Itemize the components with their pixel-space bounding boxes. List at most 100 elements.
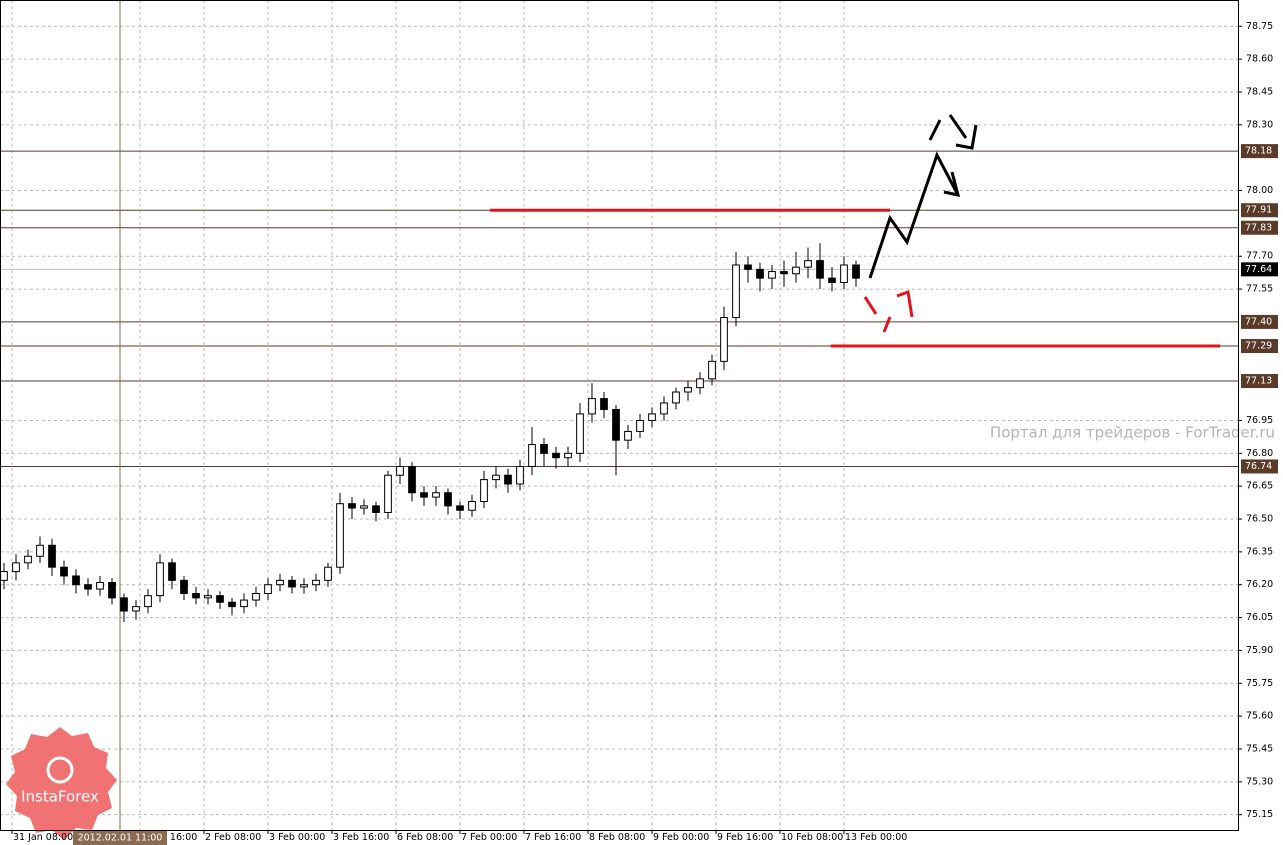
candle-body bbox=[180, 579, 188, 594]
x-tick-label: 7 Feb 00:00 bbox=[461, 832, 517, 843]
candle-body bbox=[660, 402, 668, 415]
candle-body bbox=[408, 465, 416, 494]
logo: InstaForex bbox=[6, 727, 117, 840]
candle-body bbox=[252, 592, 260, 601]
candle-body bbox=[204, 595, 212, 599]
y-tick-label: 78.75 bbox=[1246, 21, 1273, 32]
x-tick-label: 13 Feb 00:00 bbox=[845, 832, 907, 843]
candle-body bbox=[156, 562, 164, 597]
level-label: 77.13 bbox=[1245, 376, 1272, 387]
plot-frame bbox=[0, 0, 1239, 831]
candle-body bbox=[0, 571, 8, 581]
candle-body bbox=[792, 266, 800, 275]
candle-body bbox=[564, 452, 572, 459]
candle-body bbox=[552, 452, 560, 459]
forecast-path bbox=[868, 151, 960, 279]
logo-text: InstaForex bbox=[21, 788, 99, 806]
candle-body bbox=[72, 575, 80, 586]
y-tick-label: 76.50 bbox=[1246, 514, 1273, 525]
arrow-head bbox=[943, 171, 961, 197]
candle-body bbox=[828, 277, 836, 284]
y-tick-label: 77.55 bbox=[1246, 284, 1273, 295]
candle-body bbox=[276, 579, 284, 586]
x-tick-label: 2 Feb 08:00 bbox=[205, 832, 261, 843]
candle-body bbox=[468, 501, 476, 511]
y-tick-label: 78.00 bbox=[1246, 185, 1273, 196]
candle-body bbox=[96, 582, 104, 590]
candle-body bbox=[24, 555, 32, 564]
candle-body bbox=[816, 260, 824, 279]
y-tick-label: 76.95 bbox=[1246, 415, 1273, 426]
y-tick-label: 76.35 bbox=[1246, 546, 1273, 557]
candle-body bbox=[624, 430, 632, 441]
candle-body bbox=[456, 505, 464, 511]
candle-body bbox=[516, 465, 524, 485]
plot-layer bbox=[0, 0, 1238, 830]
level-label: 78.18 bbox=[1245, 146, 1272, 157]
candle-body bbox=[60, 566, 68, 577]
last-price-label: 77.64 bbox=[1245, 264, 1272, 275]
level-label-box bbox=[1241, 144, 1278, 159]
candle-body bbox=[420, 492, 428, 498]
x-tick-label: 6 Feb 08:00 bbox=[397, 832, 453, 843]
x-tick-label: 3 Feb 16:00 bbox=[333, 832, 389, 843]
candle-body bbox=[288, 579, 296, 588]
candle-body bbox=[312, 579, 320, 586]
x-tick-label: 1 Feb 16:00 bbox=[141, 832, 197, 843]
level-label: 77.29 bbox=[1245, 341, 1272, 352]
x-tick-label: 7 Feb 16:00 bbox=[525, 832, 581, 843]
candle-body bbox=[384, 474, 392, 513]
y-tick-label: 77.70 bbox=[1246, 251, 1273, 262]
candle-body bbox=[732, 264, 740, 319]
candle-body bbox=[84, 584, 92, 590]
candle-body bbox=[840, 264, 848, 284]
level-label-box bbox=[1241, 459, 1278, 474]
watermark: Портал для трейдеров - ForTrader.ru bbox=[990, 424, 1275, 442]
candle-body bbox=[648, 413, 656, 421]
last-price-box bbox=[1241, 262, 1278, 277]
candle-body bbox=[696, 378, 704, 389]
candle-body bbox=[12, 562, 20, 573]
level-label: 76.74 bbox=[1245, 461, 1272, 472]
candle-body bbox=[264, 584, 272, 594]
candle-body bbox=[588, 398, 596, 415]
level-label-box bbox=[1241, 374, 1278, 389]
candle-body bbox=[768, 271, 776, 279]
x-tick-label: 9 Feb 00:00 bbox=[653, 832, 709, 843]
candle-body bbox=[852, 264, 860, 279]
candle-body bbox=[192, 592, 200, 599]
candle-body bbox=[432, 492, 440, 498]
logo-badge bbox=[6, 727, 117, 840]
candle-body bbox=[336, 503, 344, 568]
level-label: 77.91 bbox=[1245, 205, 1272, 216]
x-tick-label: 3 Feb 00:00 bbox=[269, 832, 325, 843]
x-tick-label: 8 Feb 08:00 bbox=[589, 832, 645, 843]
candle-body bbox=[324, 566, 332, 581]
candle-body bbox=[36, 544, 44, 557]
crosshair-label-box bbox=[73, 831, 167, 845]
candle-body bbox=[612, 409, 620, 441]
y-tick-label: 75.75 bbox=[1246, 678, 1273, 689]
candle-body bbox=[528, 444, 536, 467]
candle-body bbox=[132, 606, 140, 612]
candle-body bbox=[444, 492, 452, 507]
y-tick-label: 76.20 bbox=[1246, 579, 1273, 590]
candle-body bbox=[480, 479, 488, 503]
candle-body bbox=[120, 597, 128, 612]
candle-body bbox=[540, 444, 548, 454]
crosshair-label: 2012.02.01 11:00 bbox=[78, 833, 163, 844]
candle-body bbox=[744, 264, 752, 270]
candle-body bbox=[780, 271, 788, 275]
candle-body bbox=[504, 474, 512, 485]
candle-body bbox=[600, 398, 608, 411]
candle-body bbox=[672, 391, 680, 404]
level-label: 77.40 bbox=[1245, 316, 1272, 327]
candle-body bbox=[396, 465, 404, 476]
level-label: 77.83 bbox=[1245, 222, 1272, 233]
candle-body bbox=[216, 595, 224, 603]
y-tick-label: 75.60 bbox=[1246, 711, 1273, 722]
candle-body bbox=[240, 599, 248, 608]
candle-body bbox=[300, 584, 308, 588]
candle-body bbox=[684, 387, 692, 393]
